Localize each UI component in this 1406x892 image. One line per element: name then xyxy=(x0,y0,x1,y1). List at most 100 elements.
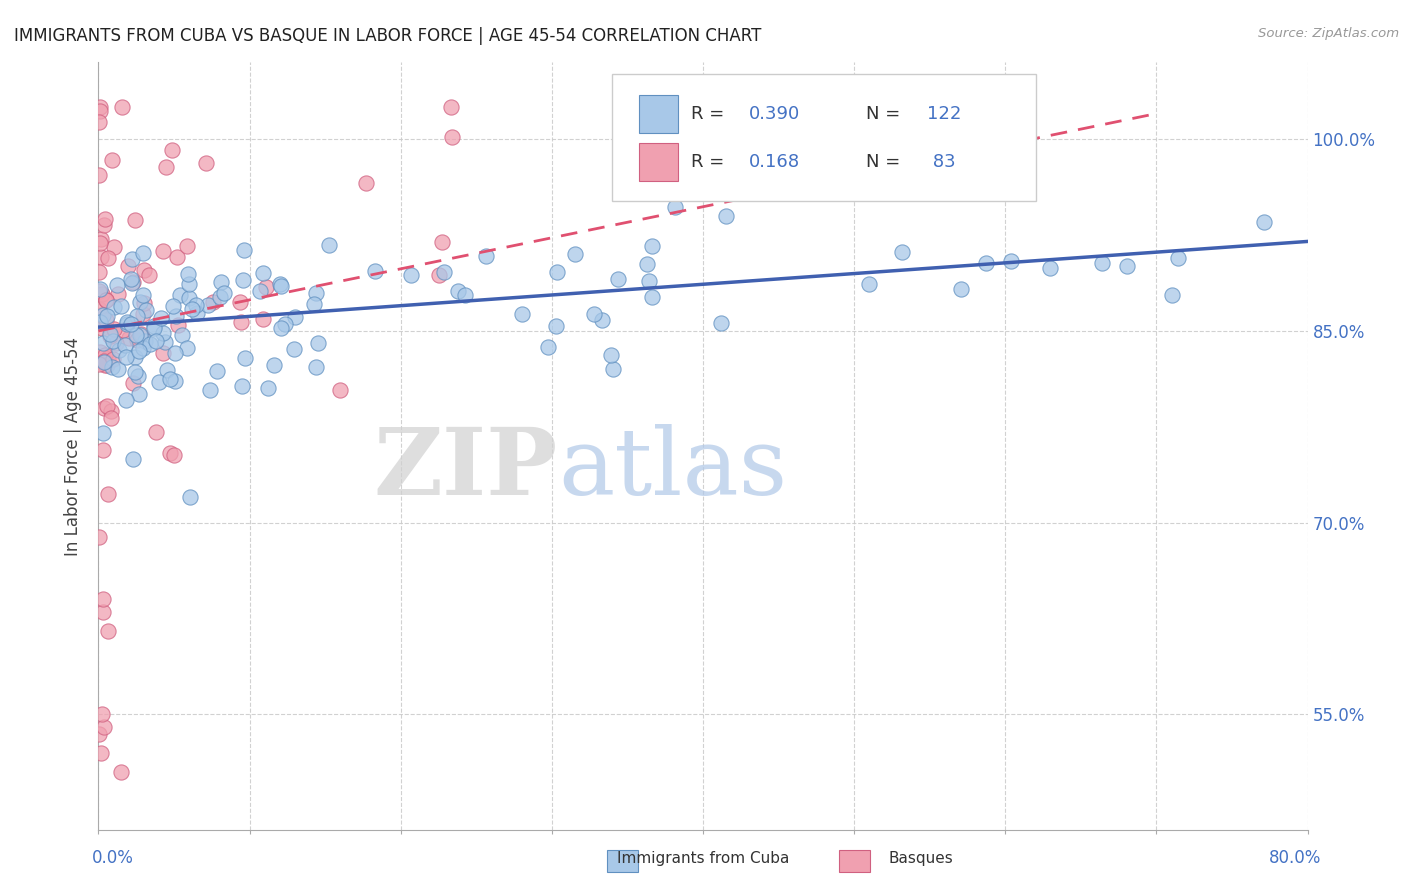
Point xyxy=(162,299,184,313)
Point xyxy=(101,360,124,375)
Point xyxy=(105,278,128,293)
Point xyxy=(89,265,111,279)
Point xyxy=(582,307,605,321)
Point xyxy=(197,298,219,312)
Point xyxy=(176,267,198,281)
Point xyxy=(104,336,127,351)
Point xyxy=(364,264,387,278)
Point xyxy=(121,276,143,290)
Bar xyxy=(638,95,678,133)
Point xyxy=(96,624,118,639)
Point xyxy=(152,326,174,340)
Point xyxy=(127,368,149,383)
Point xyxy=(152,244,174,258)
Point xyxy=(284,310,307,324)
Point xyxy=(89,100,111,114)
Point xyxy=(283,343,305,357)
Point xyxy=(159,446,181,460)
Point xyxy=(93,211,115,226)
Point xyxy=(96,358,118,372)
Point xyxy=(447,284,470,298)
Point xyxy=(232,243,254,257)
Point xyxy=(132,245,155,260)
Point xyxy=(117,259,139,273)
Point xyxy=(111,323,134,337)
Point xyxy=(305,359,328,374)
Point xyxy=(169,287,191,301)
Point xyxy=(212,285,235,300)
Point xyxy=(270,321,292,335)
Point xyxy=(138,268,160,282)
Point xyxy=(537,340,560,354)
Point xyxy=(229,295,252,310)
Point xyxy=(96,399,118,413)
Point xyxy=(122,451,145,466)
Point xyxy=(120,271,142,285)
Point xyxy=(89,115,111,129)
Point xyxy=(602,362,624,376)
Point xyxy=(142,319,165,334)
Point xyxy=(91,707,114,722)
Point xyxy=(124,350,146,364)
Point xyxy=(108,343,131,358)
Point xyxy=(636,257,658,271)
Text: Immigrants from Cuba: Immigrants from Cuba xyxy=(617,851,789,865)
Point xyxy=(179,277,201,291)
Point xyxy=(475,249,498,263)
Point xyxy=(90,250,112,264)
Point xyxy=(427,268,450,283)
Point xyxy=(121,252,143,266)
Point xyxy=(305,286,328,301)
Point xyxy=(257,381,280,395)
Point xyxy=(115,315,138,329)
Point xyxy=(94,293,117,308)
Text: R =: R = xyxy=(690,105,730,123)
Point xyxy=(1091,255,1114,269)
Point xyxy=(89,169,111,183)
Text: 0.390: 0.390 xyxy=(749,105,800,123)
Point xyxy=(564,247,586,261)
Point xyxy=(97,251,120,265)
Point xyxy=(89,345,111,359)
Point xyxy=(124,365,146,379)
Point xyxy=(950,282,973,296)
Point xyxy=(145,334,167,349)
Point xyxy=(179,291,201,305)
Point xyxy=(94,348,117,362)
Point xyxy=(198,384,221,398)
Text: R =: R = xyxy=(690,153,730,171)
Point xyxy=(208,290,231,304)
Point xyxy=(114,338,136,352)
Point xyxy=(129,328,152,343)
Text: 0.168: 0.168 xyxy=(749,153,800,171)
Point xyxy=(599,348,621,362)
Point xyxy=(89,302,111,317)
Text: 80.0%: 80.0% xyxy=(1270,849,1322,867)
Point xyxy=(132,341,155,355)
Text: 122: 122 xyxy=(927,105,962,123)
Point xyxy=(90,746,112,760)
Point xyxy=(122,376,145,390)
Point xyxy=(107,361,129,376)
Point xyxy=(97,487,120,501)
Point xyxy=(274,317,297,331)
Point xyxy=(1115,260,1137,274)
Point xyxy=(181,301,204,316)
Point xyxy=(134,334,156,349)
Point xyxy=(89,282,111,296)
Point xyxy=(93,358,115,372)
Point xyxy=(91,287,114,301)
Point xyxy=(1167,251,1189,265)
Point xyxy=(125,310,148,324)
Point xyxy=(90,309,112,323)
Point xyxy=(91,426,114,441)
Point xyxy=(124,328,146,343)
Point xyxy=(93,401,115,416)
Point xyxy=(641,239,664,253)
Point xyxy=(179,490,201,504)
Point xyxy=(101,334,124,348)
Point xyxy=(165,309,187,323)
Point xyxy=(93,218,115,232)
Point xyxy=(318,238,340,252)
Point xyxy=(131,327,153,342)
